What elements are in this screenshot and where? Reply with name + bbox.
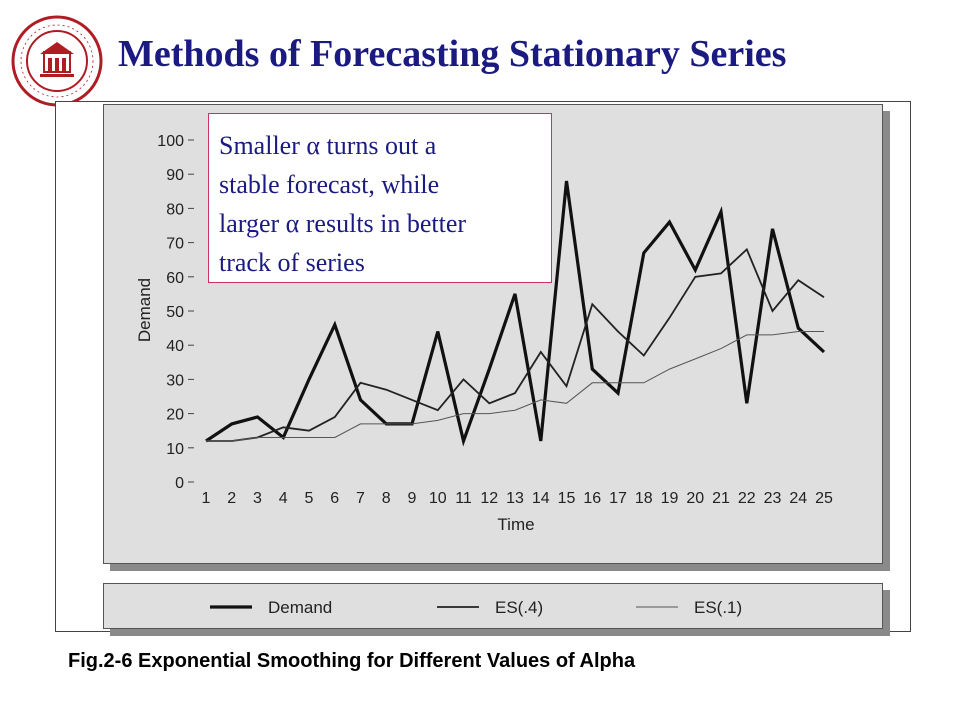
x-tick-label: 13 bbox=[506, 490, 524, 507]
x-tick-label: 14 bbox=[532, 490, 550, 507]
x-tick-label: 4 bbox=[279, 490, 288, 507]
x-tick-label: 19 bbox=[661, 490, 679, 507]
figure-caption: Fig.2-6 Exponential Smoothing for Differ… bbox=[68, 650, 636, 672]
annotation-box: Smaller α turns out a stable forecast, w… bbox=[208, 113, 552, 283]
annotation-line-3: larger α results in better bbox=[219, 209, 467, 238]
x-tick-label: 1 bbox=[202, 490, 211, 507]
y-tick-label: 90 bbox=[166, 167, 184, 184]
annotation-line-1: Smaller α turns out a bbox=[219, 131, 437, 160]
x-tick-label: 8 bbox=[382, 490, 391, 507]
x-tick-label: 11 bbox=[455, 490, 472, 507]
x-tick-label: 22 bbox=[738, 490, 756, 507]
y-tick-label: 10 bbox=[166, 441, 184, 458]
series-lines bbox=[205, 180, 826, 447]
y-tick-label: 20 bbox=[166, 407, 184, 424]
slide-title: Methods of Forecasting Stationary Series bbox=[118, 33, 787, 75]
x-tick-label: 16 bbox=[583, 490, 601, 507]
x-tick-label: 24 bbox=[789, 490, 807, 507]
x-tick-label: 23 bbox=[764, 490, 782, 507]
y-tick-label: 60 bbox=[166, 270, 184, 287]
y-tick-label: 0 bbox=[175, 475, 184, 492]
y-tick-label: 100 bbox=[157, 133, 184, 150]
x-tick-label: 6 bbox=[330, 490, 339, 507]
y-axis-ticks: 0 10 20 30 40 50 60 70 80 90 100 bbox=[157, 133, 194, 492]
annotation-line-4: track of series bbox=[219, 248, 365, 277]
x-tick-label: 20 bbox=[686, 490, 704, 507]
series-line-1 bbox=[205, 180, 826, 447]
legend: Demand ES(.4) ES(.1) bbox=[210, 598, 742, 617]
annotation-line-2: stable forecast, while bbox=[219, 170, 440, 199]
x-tick-label: 3 bbox=[253, 490, 262, 507]
y-tick-label: 70 bbox=[166, 236, 184, 253]
legend-label-2: ES(.4) bbox=[495, 598, 543, 617]
y-axis-label: Demand bbox=[135, 278, 154, 342]
legend-panel bbox=[103, 583, 883, 629]
x-axis-ticks: 1 2 3 4 5 6 7 8 9 10 11 12 13 14 15 16 17 18 19 20 21 22 23 24 2… bbox=[202, 490, 833, 507]
legend-label-1: Demand bbox=[268, 598, 332, 617]
y-tick-label: 40 bbox=[166, 338, 184, 355]
legend-label-3: ES(.1) bbox=[694, 598, 742, 617]
y-tick-label: 80 bbox=[166, 201, 184, 218]
x-tick-label: 10 bbox=[429, 490, 447, 507]
x-tick-label: 15 bbox=[558, 490, 576, 507]
x-tick-label: 9 bbox=[408, 490, 417, 507]
x-tick-label: 17 bbox=[609, 490, 627, 507]
x-tick-label: 25 bbox=[815, 490, 833, 507]
x-tick-label: 21 bbox=[712, 490, 730, 507]
series-line-3 bbox=[206, 331, 824, 442]
y-tick-label: 50 bbox=[166, 304, 184, 321]
x-tick-label: 5 bbox=[305, 490, 314, 507]
x-tick-label: 7 bbox=[356, 490, 365, 507]
y-tick-label: 30 bbox=[166, 372, 184, 389]
x-axis-label: Time bbox=[497, 515, 534, 534]
x-tick-label: 12 bbox=[480, 490, 498, 507]
series-line-2 bbox=[206, 247, 825, 442]
x-tick-label: 18 bbox=[635, 490, 653, 507]
x-tick-label: 2 bbox=[227, 490, 236, 507]
